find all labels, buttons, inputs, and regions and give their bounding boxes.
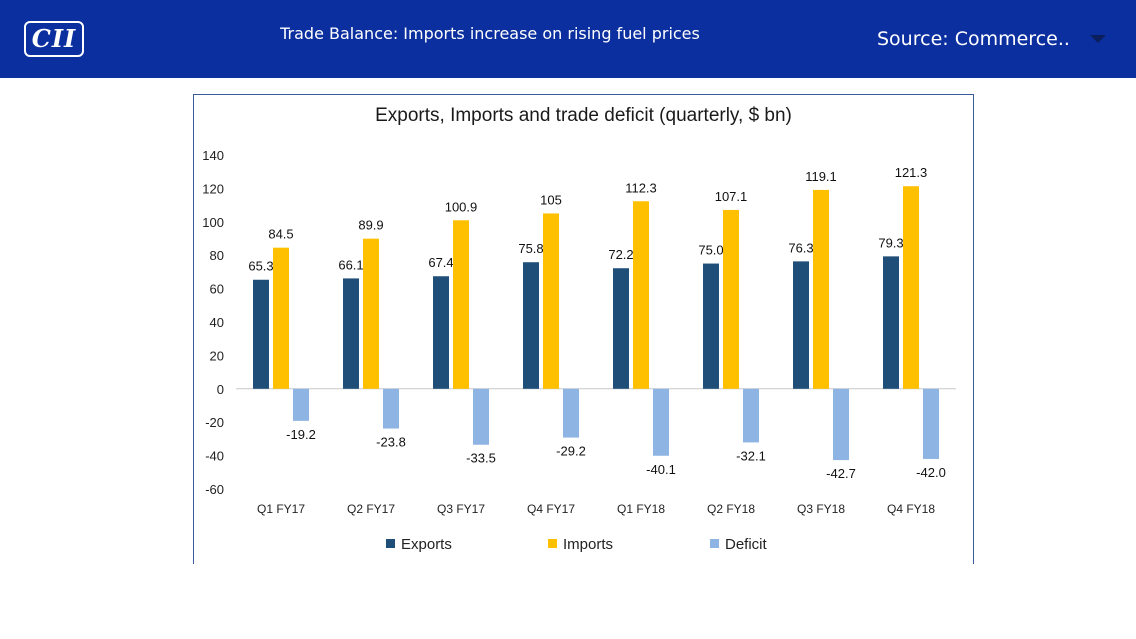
y-tick-label: 60 [210,282,224,297]
bar-chart: 140 120 100 80 60 40 20 0 -20 -40 -60 65.3 84.5 -19.2… [202,148,956,553]
chevron-down-icon[interactable] [1090,35,1106,43]
bar-exports [523,262,539,389]
bar-deficit [383,388,399,429]
data-label-deficit: -42.0 [916,465,946,480]
bar-exports [613,268,629,389]
data-label-deficit: -42.7 [826,466,856,481]
data-label-imports: 84.5 [268,227,293,242]
bar-imports [723,209,739,389]
data-label-imports: 89.9 [358,218,383,233]
x-tick-label: Q4 FY18 [887,502,935,516]
data-label-deficit: -32.1 [736,448,766,463]
legend-swatch-exports [386,539,395,548]
data-label-deficit: -19.2 [286,427,316,442]
y-tick-label: -40 [205,449,224,464]
data-label-imports: 119.1 [805,169,837,184]
bar-deficit [563,388,579,438]
data-label-exports: 79.3 [878,235,903,250]
bar-deficit [743,388,759,443]
data-label-exports: 65.3 [248,259,273,274]
y-tick-label: 0 [217,382,224,397]
bar-deficit [833,388,849,461]
data-label-exports: 76.3 [788,240,813,255]
x-tick-label: Q3 FY17 [437,502,485,516]
data-label-exports: 75.0 [698,243,723,258]
data-label-exports: 72.2 [608,247,633,262]
bar-exports [343,278,359,389]
x-tick-label: Q3 FY18 [797,502,845,516]
y-tick-label: 140 [202,148,224,163]
bar-deficit [473,388,489,445]
x-tick-label: Q4 FY17 [527,502,575,516]
legend-swatch-deficit [710,539,719,548]
bar-exports [793,261,809,389]
x-tick-label: Q1 FY17 [257,502,305,516]
data-label-imports: 112.3 [625,180,657,195]
data-label-imports: 100.9 [445,199,478,214]
data-label-imports: 121.3 [895,165,928,180]
bar-imports [633,201,649,389]
bar-imports [903,186,919,389]
source-label[interactable]: Source: Commerce.. [877,28,1070,50]
header-bar: CII Trade Balance: Imports increase on r… [0,0,1136,78]
bar-exports [433,276,449,389]
y-tick-label: 80 [210,248,224,263]
bar-deficit [653,388,669,456]
bar-imports [363,238,379,389]
data-label-imports: 107.1 [715,189,748,204]
bar-exports [703,263,719,389]
bar-imports [273,247,289,389]
chart-frame: Exports, Imports and trade deficit (quar… [193,94,974,564]
data-label-deficit: -29.2 [556,444,586,459]
data-label-exports: 75.8 [518,241,543,256]
x-tick-label: Q1 FY18 [617,502,665,516]
cii-logo[interactable]: CII [24,21,84,57]
y-tick-label: 100 [202,215,224,230]
data-label-deficit: -23.8 [376,435,406,450]
bar-imports [813,189,829,389]
x-tick-label: Q2 FY18 [707,502,755,516]
bar-exports [883,256,899,389]
bar-deficit [923,388,939,459]
y-tick-label: -20 [205,415,224,430]
legend-label-exports: Exports [401,536,452,553]
y-tick-label: -60 [205,482,224,497]
data-label-exports: 67.4 [428,255,453,270]
y-tick-label: 40 [210,315,224,330]
legend-swatch-imports [548,539,557,548]
headline: Trade Balance: Imports increase on risin… [280,24,700,43]
data-label-deficit: -40.1 [646,462,676,477]
bar-imports [453,220,469,389]
bar-imports [543,213,559,389]
y-tick-label: 120 [202,181,224,196]
data-label-exports: 66.1 [338,257,363,272]
bar-exports [253,279,269,389]
legend-label-imports: Imports [563,536,613,553]
chart-title: Exports, Imports and trade deficit (quar… [375,105,792,126]
y-tick-label: 20 [210,348,224,363]
x-tick-label: Q2 FY17 [347,502,395,516]
legend-label-deficit: Deficit [725,536,768,553]
data-label-imports: 105 [540,192,562,207]
bar-deficit [293,388,309,421]
data-label-deficit: -33.5 [466,451,496,466]
